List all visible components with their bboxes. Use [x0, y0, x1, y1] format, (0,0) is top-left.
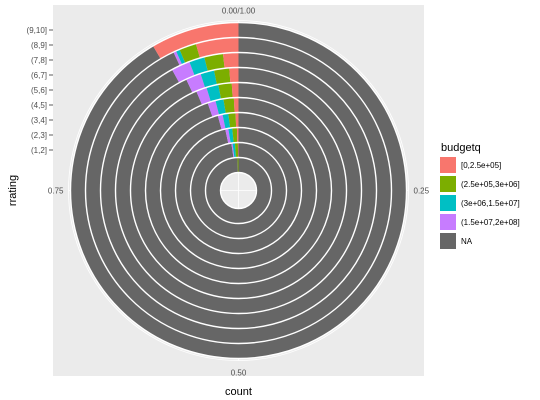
bar-segment [196, 87, 211, 105]
radial-tick-label: (4,5] [31, 101, 47, 110]
bar-segment [222, 113, 231, 129]
bar-segment [222, 52, 239, 69]
legend-title: budgetq [441, 142, 481, 154]
legend-label: (2.5e+05,3e+06] [461, 180, 520, 189]
bar-segment [228, 127, 234, 144]
angular-tick-label: 0.00/1.00 [222, 7, 256, 16]
band-separator [174, 126, 303, 255]
bar-segment [204, 53, 225, 72]
radial-tick-label: (9,10] [27, 26, 47, 35]
angular-axis: 0.00/1.00 0.25 0.50 0.75 [48, 7, 430, 378]
legend-swatch [440, 233, 456, 249]
bar-segment [213, 67, 231, 85]
band-separator [69, 21, 408, 360]
bar-segment [231, 142, 235, 158]
radial-tick-label: (5,6] [31, 86, 47, 95]
bar-segment [223, 97, 235, 114]
bar-segment [217, 114, 226, 130]
radial-axis: (1,2] (2,3] (3,4] (4,5] (5,6] (6,7] (7,8] (8,9]… [27, 26, 53, 155]
band-separator [159, 111, 318, 270]
bar-segment [173, 50, 183, 66]
legend-swatch [440, 214, 456, 230]
ring-separators [69, 21, 408, 360]
bars [70, 22, 407, 359]
bar-segment [235, 112, 239, 128]
y-axis-title: rrating [7, 175, 19, 206]
band-separator [144, 96, 333, 285]
bar-segment [152, 22, 239, 59]
bar-segment [232, 127, 238, 143]
bar-segment [218, 82, 233, 100]
bar-segment [179, 43, 200, 64]
bar-segment [186, 73, 206, 93]
bar-segment [215, 98, 226, 115]
legend-label: (1.5e+07,2e+08] [461, 218, 520, 227]
legend: budgetq [0,2.5e+05] (2.5e+05,3e+06] (3e+06… [440, 142, 520, 249]
legend-swatch [440, 195, 456, 211]
angular-tick-label: 0.25 [414, 187, 430, 196]
radial-tick-label: (2,3] [31, 131, 47, 140]
radial-tick-label: (8,9] [31, 41, 47, 50]
band-separator [219, 171, 258, 210]
band-separator [129, 81, 348, 300]
bar-segment [207, 100, 220, 117]
bar-segment [175, 49, 186, 65]
angular-tick-label: 0.50 [231, 369, 247, 378]
legend-swatch [440, 176, 456, 192]
bar-segment [233, 97, 239, 113]
radial-tick-label: (7,8] [31, 56, 47, 65]
legend-swatch [440, 157, 456, 173]
bar-segment [232, 142, 237, 158]
legend-label: [0,2.5e+05] [461, 161, 501, 170]
radial-tick-label: (3,4] [31, 116, 47, 125]
bar-segment [189, 56, 208, 76]
band-separator [189, 141, 288, 240]
legend-label: (3e+06,1.5e+07] [461, 199, 520, 208]
band-separator [114, 66, 363, 315]
angular-tick-label: 0.75 [48, 187, 64, 196]
bar-segment [190, 142, 287, 239]
radial-tick-label: (1,2] [31, 146, 47, 155]
bar-segment [200, 69, 217, 88]
bar-segment [237, 157, 239, 173]
bar-segment [236, 127, 239, 143]
band-separator [84, 36, 393, 345]
bar-segment [231, 82, 239, 98]
bar-segment [234, 142, 239, 158]
x-axis-title: count [225, 386, 252, 398]
bar-segment [228, 112, 237, 129]
band-separator [204, 156, 273, 225]
bar-segment [225, 128, 231, 144]
band-separator [99, 51, 378, 330]
bar-segment [205, 157, 272, 224]
bar-segment [206, 84, 222, 102]
bar-segment [237, 142, 239, 158]
legend-label: NA [461, 237, 473, 246]
bar-segment [229, 67, 239, 83]
radial-tick-label: (6,7] [31, 71, 47, 80]
